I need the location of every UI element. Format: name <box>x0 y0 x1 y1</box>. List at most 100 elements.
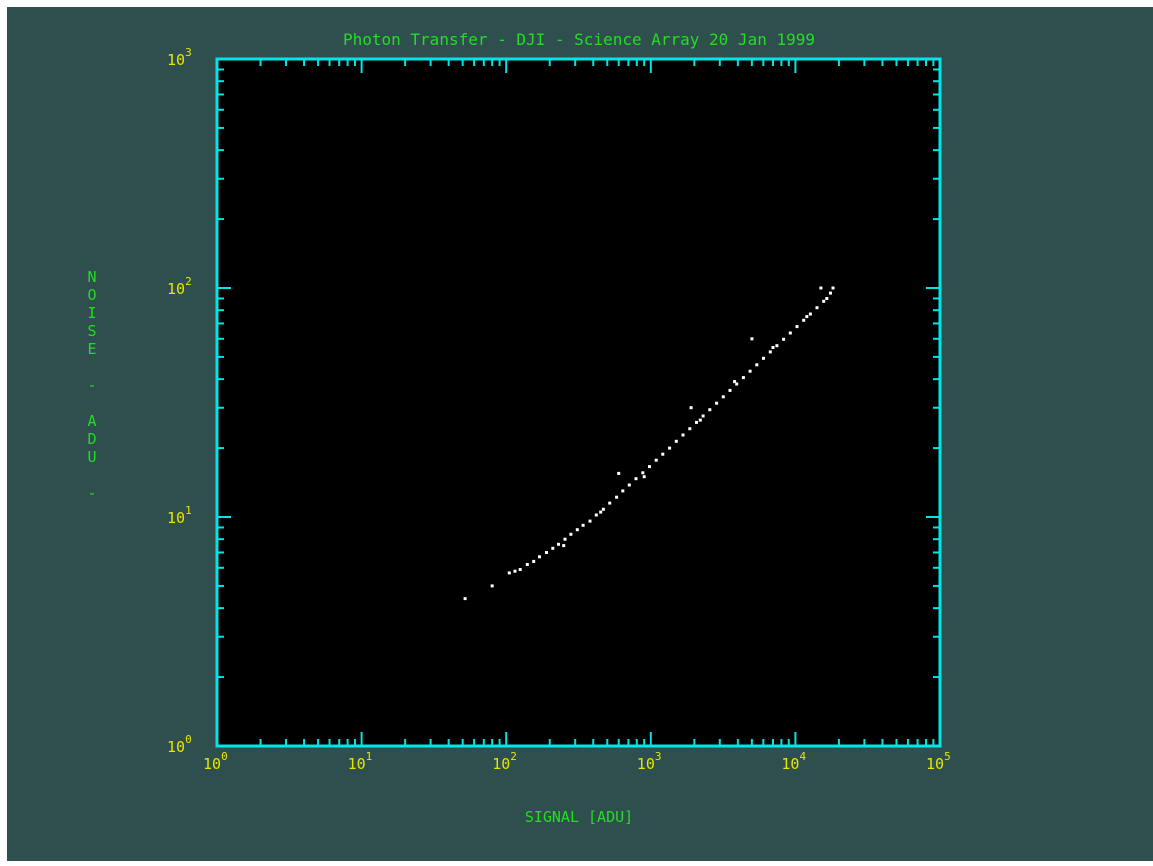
data-point-36 <box>728 388 732 392</box>
data-point-7 <box>538 555 541 559</box>
data-point-22 <box>634 477 638 481</box>
data-point-21 <box>627 483 631 487</box>
y-tick-label-1: 101 <box>167 504 192 527</box>
data-point-8 <box>545 551 548 554</box>
y-axis-label-char: S <box>87 322 96 340</box>
y-tick-exponent-2: 2 <box>185 275 192 288</box>
data-point-28 <box>674 439 678 443</box>
y-axis-label-char: - <box>87 484 96 502</box>
x-tick-exponent-3: 3 <box>655 750 662 763</box>
data-points <box>463 286 835 601</box>
data-point-49 <box>815 306 819 310</box>
data-point-38 <box>741 376 745 380</box>
data-point-33 <box>708 408 712 412</box>
data-point-41 <box>762 356 765 360</box>
data-point-10 <box>557 542 560 546</box>
data-point-15 <box>588 519 592 523</box>
x-tick-label-1: 101 <box>348 750 373 773</box>
y-tick-label-2: 102 <box>167 275 192 298</box>
x-axis-label: SIGNAL [ADU] <box>525 808 633 826</box>
data-point-40 <box>755 363 759 367</box>
data-point-39 <box>748 369 752 373</box>
data-point-50 <box>822 299 826 303</box>
x-tick-exponent-2: 2 <box>510 750 517 763</box>
data-point-62 <box>771 346 775 349</box>
y-axis-label-char: - <box>87 376 96 394</box>
x-tick-label-5: 105 <box>926 750 951 773</box>
data-point-51 <box>829 291 832 295</box>
data-point-57 <box>562 544 566 548</box>
x-tick-label-2: 102 <box>492 750 517 773</box>
plot-frame <box>215 57 942 748</box>
y-axis-label-char: A <box>87 412 96 430</box>
data-point-35 <box>721 395 725 399</box>
data-point-18 <box>608 501 612 505</box>
data-point-20 <box>621 489 625 493</box>
data-point-60 <box>698 418 702 422</box>
x-tick-label-4: 104 <box>781 750 806 773</box>
y-axis-label-char: U <box>87 448 96 466</box>
data-point-43 <box>775 344 779 348</box>
y-tick-label-3: 103 <box>167 46 192 69</box>
x-tick-exponent-0: 0 <box>221 750 228 763</box>
y-tick-exponent-0: 0 <box>185 733 192 746</box>
data-point-48 <box>808 312 812 316</box>
data-point-3 <box>513 569 517 573</box>
data-point-30 <box>688 427 692 431</box>
x-tick-exponent-1: 1 <box>366 750 373 763</box>
data-point-59 <box>642 475 646 479</box>
data-point-42 <box>768 350 772 354</box>
data-point-46 <box>795 325 799 329</box>
data-point-9 <box>551 546 555 550</box>
data-point-0 <box>463 597 467 601</box>
data-point-63 <box>805 315 809 319</box>
data-point-47 <box>802 318 806 322</box>
data-point-25 <box>654 458 658 462</box>
data-point-61 <box>733 380 737 384</box>
data-point-44 <box>782 337 786 341</box>
data-point-12 <box>569 532 573 536</box>
data-point-5 <box>525 563 529 566</box>
y-axis-label-char: I <box>87 304 96 322</box>
x-tick-label-0: 100 <box>203 750 228 773</box>
y-axis-label-char: D <box>87 430 96 448</box>
x-tick-label-3: 103 <box>637 750 662 773</box>
data-point-54 <box>689 406 693 410</box>
data-point-24 <box>648 465 651 469</box>
plot-area <box>217 59 940 746</box>
data-point-13 <box>575 528 579 532</box>
data-point-14 <box>581 523 585 527</box>
x-tick-exponent-5: 5 <box>944 750 951 763</box>
data-point-17 <box>601 507 605 511</box>
data-point-31 <box>695 420 698 424</box>
data-point-1 <box>490 584 494 588</box>
y-axis-label-char: N <box>87 268 96 286</box>
data-point-26 <box>661 452 665 456</box>
y-tick-label-0: 100 <box>167 733 192 756</box>
chart-title: Photon Transfer - DJI - Science Array 20… <box>343 30 815 49</box>
data-point-53 <box>617 471 621 475</box>
data-point-64 <box>825 297 829 300</box>
data-point-58 <box>599 510 603 514</box>
data-point-37 <box>735 382 739 386</box>
data-point-29 <box>681 433 685 437</box>
data-point-6 <box>532 559 536 563</box>
plot-window: 100 101 102 103 104 105 100 101 102 103 Photon Tr… <box>7 7 1153 861</box>
data-point-4 <box>518 568 522 571</box>
y-axis-label-char: E <box>87 340 96 358</box>
y-tick-exponent-3: 3 <box>185 46 192 59</box>
data-point-23 <box>641 471 645 475</box>
data-point-19 <box>615 495 619 499</box>
data-point-2 <box>507 571 511 575</box>
y-tick-exponent-1: 1 <box>185 504 192 517</box>
data-point-55 <box>750 337 754 341</box>
y-axis-label-char: O <box>87 286 96 304</box>
data-point-32 <box>701 414 705 418</box>
data-point-11 <box>563 537 567 541</box>
data-point-52 <box>831 286 835 290</box>
data-point-45 <box>788 331 792 335</box>
data-point-56 <box>819 286 823 290</box>
data-point-16 <box>594 513 598 517</box>
